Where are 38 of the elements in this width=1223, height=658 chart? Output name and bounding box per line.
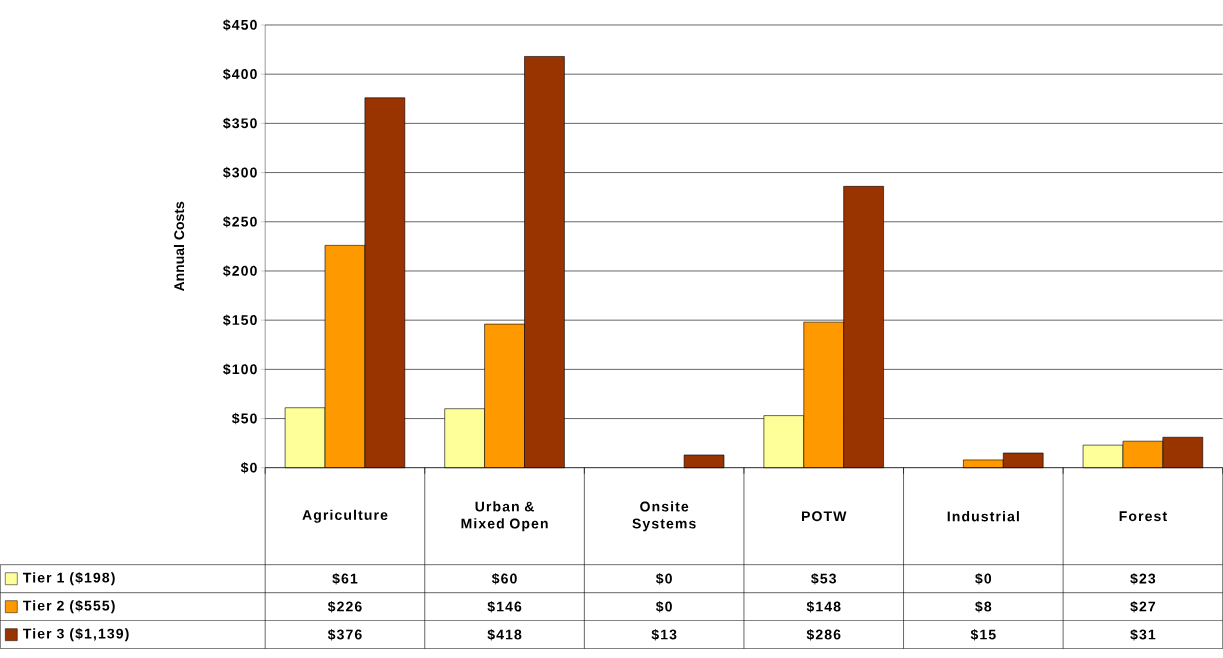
y-tick-label: $0 (240, 462, 257, 474)
data-label: $15 (970, 629, 996, 641)
y-tick-label: $150 (223, 314, 257, 327)
y-tick-label: $400 (223, 68, 257, 81)
y-tick-label: $300 (223, 167, 257, 179)
data-label: $61 (332, 573, 358, 585)
data-label: $8 (975, 601, 992, 613)
data-label: $13 (651, 629, 677, 641)
y-tick-label: $450 (223, 19, 257, 31)
x-tick-label: Agriculture (302, 509, 388, 523)
data-label: $60 (491, 573, 517, 585)
data-label: $23 (1130, 573, 1156, 585)
data-label: $0 (655, 573, 672, 585)
legend-label: Tier 2 ($555) (22, 600, 115, 614)
data-label: $226 (327, 601, 362, 613)
y-tick-label: $50 (231, 413, 257, 425)
data-label: $148 (806, 601, 841, 613)
x-tick-label: POTW (802, 511, 847, 522)
data-label: $146 (487, 601, 522, 613)
x-tick-label: Onsite Systems (632, 501, 696, 532)
legend-label: Tier 1 ($198) (22, 572, 115, 586)
legend-label: Tier 3 ($1,139) (22, 628, 129, 642)
data-label: $0 (655, 601, 672, 613)
data-label: $27 (1130, 601, 1156, 613)
data-label: $53 (811, 573, 836, 585)
y-tick-label: $200 (223, 265, 257, 277)
data-label: $0 (975, 573, 992, 585)
x-tick-label: Forest (1119, 511, 1167, 522)
x-tick-label: Urban & Mixed Open (461, 501, 548, 532)
y-tick-label: $100 (223, 363, 257, 376)
y-tick-label: $350 (223, 117, 257, 130)
x-tick-label: Industrial (947, 511, 1019, 522)
y-axis-title: Annual Costs (173, 202, 185, 292)
y-tick-label: $250 (223, 216, 257, 228)
data-label: $31 (1130, 629, 1156, 641)
data-label: $376 (327, 629, 362, 641)
data-label: $286 (806, 629, 841, 641)
data-label: $418 (487, 629, 522, 641)
